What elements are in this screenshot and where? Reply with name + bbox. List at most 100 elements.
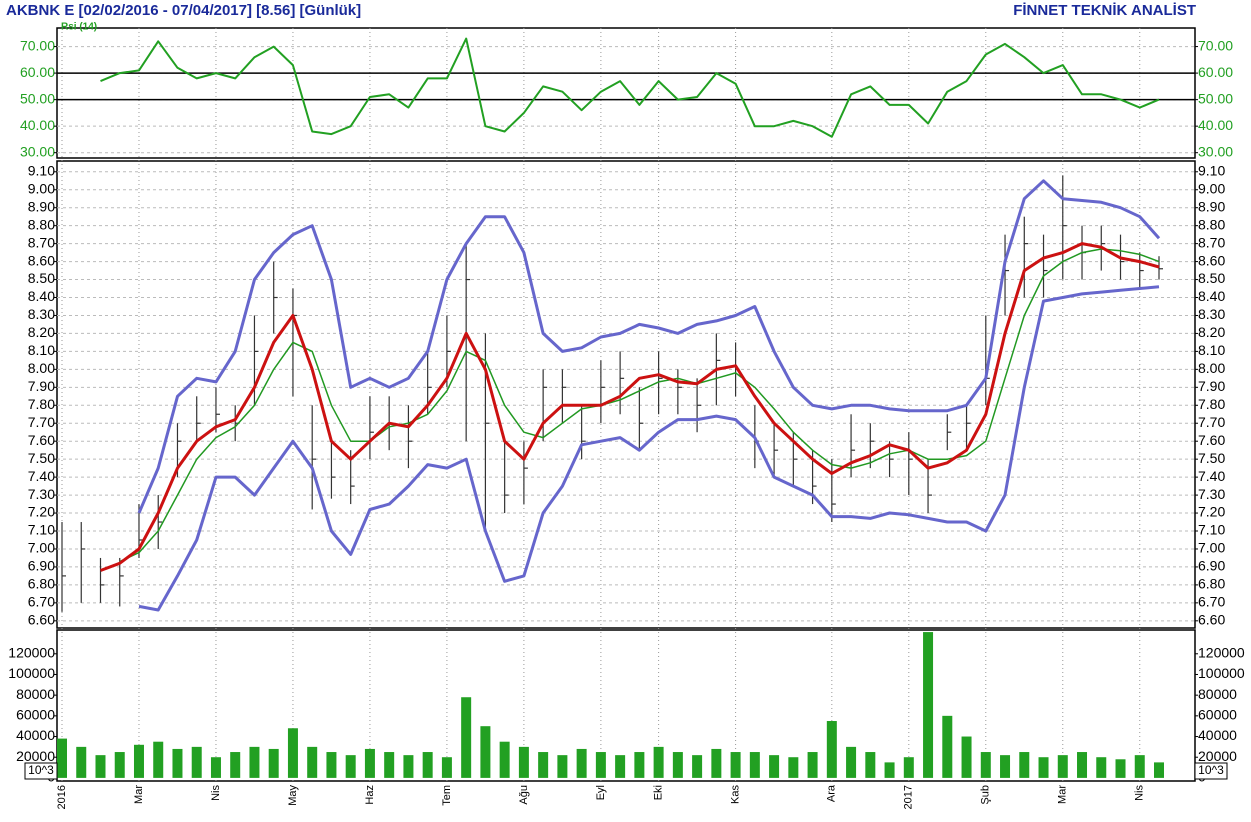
scale-label: 10^3 [1198,763,1224,777]
y-tick-label-left: 8.40 [28,288,55,304]
y-tick-label-right: 120000 [1198,644,1245,660]
y-tick-label-left: 7.90 [28,378,55,394]
y-tick-label-left: 8.10 [28,342,55,358]
series-label: Rsi (14) [61,22,97,33]
volume-bar [153,741,164,778]
scale-label: 10^3 [28,763,54,777]
volume-bar [268,748,279,778]
y-tick-label-right: 6.60 [1198,612,1225,628]
volume-bar [480,726,491,778]
volume-bar [441,757,452,778]
chart-title: AKBNK E [02/02/2016 - 07/04/2017] [8.56]… [6,2,361,19]
volume-bar [230,752,241,778]
volume-bar [1077,752,1088,778]
source: FİNNET TEKNİK ANALİST [1013,2,1196,19]
y-tick-label-right: 6.90 [1198,558,1225,574]
x-tick-label: Mar [133,785,145,804]
x-tick-label: May [287,785,299,806]
volume-bar [499,741,510,778]
y-tick-label-left: 7.50 [28,450,55,466]
x-tick-label: Şub [980,785,992,805]
y-tick-label-left: 8.50 [28,270,55,286]
y-tick-label-right: 40.00 [1198,117,1233,133]
y-tick-label-left: 120000 [8,644,55,660]
volume-bar [730,752,741,778]
y-tick-label-left: 7.30 [28,486,55,502]
y-tick-label-left: 8.70 [28,234,55,250]
y-tick-label-left: 7.60 [28,432,55,448]
volume-bar [653,746,664,778]
y-tick-label-left: 7.00 [28,540,55,556]
volume-bar [807,752,818,778]
panel-frame [56,27,1196,159]
volume-bar [133,744,144,778]
y-tick-label-right: 8.60 [1198,252,1225,268]
y-tick-label-right: 6.80 [1198,576,1225,592]
volume-bar [364,748,375,778]
volume-bar [826,721,837,778]
y-tick-label-right: 70.00 [1198,37,1233,53]
volume-bar [846,746,857,778]
y-tick-label-left: 6.70 [28,594,55,610]
x-tick-label: Ara [826,784,838,802]
volume-bar [884,762,895,778]
y-tick-label-right: 8.90 [1198,198,1225,214]
y-tick-label-right: 8.80 [1198,216,1225,232]
volume-bar [210,757,221,778]
volume-bar [95,755,106,778]
x-tick-label: Haz [364,785,376,805]
y-tick-label-left: 30.00 [20,143,55,159]
y-tick-label-right: 20000 [1198,748,1237,764]
y-tick-label-left: 80000 [16,686,55,702]
y-tick-label-left: 6.90 [28,558,55,574]
volume-bar [1154,762,1164,778]
volume-bar [557,755,568,778]
x-tick-label: Eyl [595,785,607,800]
y-tick-label-left: 40000 [16,727,55,743]
y-tick-label-right: 8.00 [1198,360,1225,376]
volume-bar [57,738,67,778]
panel-frame [56,160,1196,629]
y-tick-label-left: 7.70 [28,414,55,430]
y-tick-label-right: 7.80 [1198,396,1225,412]
volume-bar [403,755,414,778]
indicator-line [99,242,1160,572]
y-tick-label-left: 8.60 [28,252,55,268]
y-tick-label-left: 7.20 [28,504,55,520]
y-tick-label-left: 7.10 [28,522,55,538]
y-tick-label-right: 7.90 [1198,378,1225,394]
y-tick-label-right: 7.00 [1198,540,1225,556]
y-tick-label-right: 7.30 [1198,486,1225,502]
volume-bar [672,752,683,778]
volume-bar [692,755,703,778]
volume-bar [615,755,626,778]
y-tick-label-right: 30.00 [1198,143,1233,159]
y-tick-label-right: 7.50 [1198,450,1225,466]
y-tick-label-left: 100000 [8,665,55,681]
indicator-line [137,179,1161,514]
volume-bar [76,746,87,778]
y-tick-label-right: 8.20 [1198,324,1225,340]
y-tick-label-right: 60000 [1198,707,1237,723]
y-tick-label-left: 8.90 [28,198,55,214]
volume-bar [172,748,183,778]
y-tick-label-left: 8.30 [28,306,55,322]
volume-bar [326,752,337,778]
y-tick-label-left: 20000 [16,748,55,764]
volume-bar [422,752,433,778]
x-tick-label: Mar [1057,785,1069,804]
y-tick-label-left: 6.60 [28,612,55,628]
volume-bar [538,752,549,778]
volume-bar [961,736,972,778]
volume-bar [980,752,991,778]
volume-bar [634,752,645,778]
volume-bar [1000,755,1011,778]
x-tick-label: 2017 [903,785,915,809]
volume-bar [1038,757,1049,778]
y-tick-label-left: 50.00 [20,90,55,106]
scale-box [1194,762,1228,780]
y-tick-label-right: 7.40 [1198,468,1225,484]
volume-bar [461,697,472,778]
volume-bar [249,746,260,778]
